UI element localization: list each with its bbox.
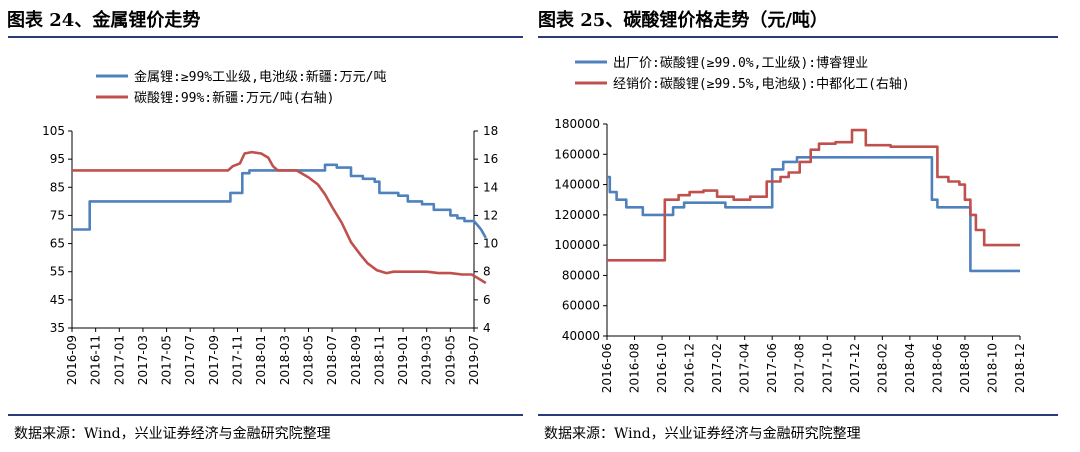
right-legend-label-1: 出厂价:碳酸锂(≥99.0%,工业级):博睿锂业 (613, 56, 868, 71)
left-xtick-label: 2019-03 (420, 335, 434, 385)
right-xtick-label: 2016-08 (628, 343, 642, 393)
right-ytick-label: 140000 (554, 178, 600, 192)
right-chart-title: 图表 25、碳酸锂价格走势（元/吨） (538, 10, 828, 31)
left-xtick-label: 2017-07 (183, 335, 197, 385)
left-ytick-label-right: 12 (483, 208, 498, 222)
right-xtick-label: 2016-10 (655, 343, 669, 393)
right-xtick-label: 2017-08 (793, 343, 807, 393)
right-xtick-label: 2017-12 (848, 343, 862, 393)
right-ytick-label: 60000 (562, 299, 600, 313)
left-xtick-label: 2019-01 (396, 335, 410, 385)
right-series-line-1 (607, 156, 1020, 273)
left-ytick-label: 65 (50, 237, 65, 251)
left-xtick-label: 2018-03 (278, 335, 292, 385)
left-xtick-label: 2019-05 (443, 335, 457, 385)
right-ytick-label: 120000 (554, 208, 600, 222)
left-ytick-label-right: 6 (483, 293, 491, 307)
left-xtick-label: 2017-03 (136, 335, 150, 385)
left-xtick-label: 2018-01 (254, 335, 268, 385)
right-xtick-label: 2018-06 (930, 343, 944, 393)
left-series-line-1 (72, 163, 487, 239)
right-series-line-2 (607, 128, 1020, 262)
right-ytick-label: 100000 (554, 238, 600, 252)
left-series-line-2 (72, 150, 487, 285)
right-ytick-label: 180000 (554, 117, 600, 131)
left-ytick-label-right: 16 (483, 152, 498, 166)
left-xtick-label: 2016-09 (65, 335, 79, 385)
right-source-note: 数据来源：Wind，兴业证券经济与金融研究院整理 (544, 426, 861, 442)
left-ytick-label: 55 (50, 265, 65, 279)
left-ytick-label-right: 8 (483, 265, 491, 279)
left-xtick-label: 2017-11 (231, 335, 245, 385)
right-ytick-label: 80000 (562, 268, 600, 282)
left-source-note: 数据来源：Wind，兴业证券经济与金融研究院整理 (14, 426, 331, 442)
left-ytick-label: 105 (42, 124, 65, 138)
right-xtick-label: 2018-08 (958, 343, 972, 393)
left-ytick-label: 85 (50, 180, 65, 194)
right-bottom-rule (538, 414, 1058, 416)
left-ytick-label-right: 10 (483, 237, 498, 251)
left-xtick-label: 2017-01 (112, 335, 126, 385)
left-chart-title: 图表 24、金属锂价走势 (7, 10, 201, 31)
left-ytick-label: 35 (50, 321, 65, 335)
right-ytick-label: 160000 (554, 147, 600, 161)
left-bottom-rule (8, 414, 523, 416)
left-title-rule (8, 36, 523, 38)
right-xtick-label: 2018-12 (1013, 343, 1027, 393)
left-xtick-label: 2018-07 (325, 335, 339, 385)
right-legend-label-2: 经销价:碳酸锂(≥99.5%,电池级):中都化工(右轴) (613, 77, 910, 92)
right-ytick-label: 40000 (562, 329, 600, 343)
right-xtick-label: 2018-02 (875, 343, 889, 393)
left-ytick-label-right: 18 (483, 124, 498, 138)
right-xtick-label: 2017-02 (710, 343, 724, 393)
left-xtick-label: 2018-11 (372, 335, 386, 385)
right-xtick-label: 2017-10 (820, 343, 834, 393)
right-xtick-label: 2018-04 (903, 343, 917, 393)
left-ytick-label-right: 14 (483, 180, 498, 194)
left-ytick-label: 75 (50, 208, 65, 222)
left-xtick-label: 2016-11 (89, 335, 103, 385)
left-ytick-label-right: 4 (483, 321, 491, 335)
left-xtick-label: 2018-05 (301, 335, 315, 385)
left-ytick-label: 45 (50, 293, 65, 307)
right-xtick-label: 2017-06 (765, 343, 779, 393)
left-xtick-label: 2017-09 (207, 335, 221, 385)
left-ytick-label: 95 (50, 152, 65, 166)
left-xtick-label: 2018-09 (349, 335, 363, 385)
right-title-rule (538, 36, 1058, 38)
right-xtick-label: 2016-06 (600, 343, 614, 393)
right-xtick-label: 2017-04 (738, 343, 752, 393)
left-xtick-label: 2019-07 (467, 335, 481, 385)
right-xtick-label: 2018-10 (985, 343, 999, 393)
right-xtick-label: 2016-12 (683, 343, 697, 393)
left-legend-label-2: 碳酸锂:99%:新疆:万元/吨(右轴) (134, 90, 334, 106)
left-legend-label-1: 金属锂:≥99%工业级,电池级:新疆:万元/吨 (134, 69, 386, 85)
left-xtick-label: 2017-05 (160, 335, 174, 385)
